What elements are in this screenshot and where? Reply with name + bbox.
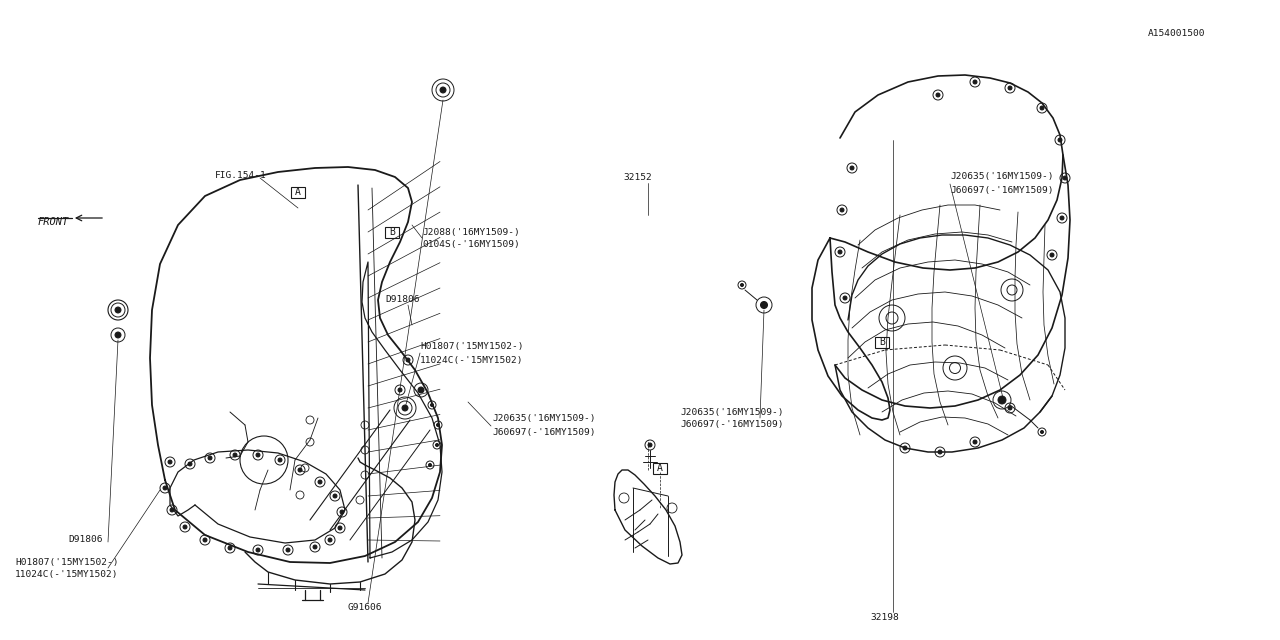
Circle shape: [1062, 176, 1068, 180]
Circle shape: [406, 358, 410, 362]
FancyBboxPatch shape: [876, 337, 890, 348]
Circle shape: [188, 462, 192, 466]
Circle shape: [840, 208, 844, 212]
Circle shape: [844, 296, 847, 300]
Text: H01807('15MY1502-): H01807('15MY1502-): [420, 342, 524, 351]
Text: FIG.154-1: FIG.154-1: [215, 170, 266, 179]
Text: J60697(-'16MY1509): J60697(-'16MY1509): [680, 420, 783, 429]
Text: FRONT: FRONT: [38, 217, 69, 227]
Text: J60697(-'16MY1509): J60697(-'16MY1509): [492, 428, 595, 436]
Circle shape: [317, 480, 323, 484]
Circle shape: [435, 444, 439, 447]
Text: G91606: G91606: [348, 604, 383, 612]
Circle shape: [115, 332, 122, 338]
Text: A: A: [657, 463, 663, 473]
Circle shape: [1041, 431, 1043, 433]
Text: A154001500: A154001500: [1148, 29, 1206, 38]
Text: J20635('16MY1509-): J20635('16MY1509-): [680, 408, 783, 417]
Circle shape: [1059, 138, 1062, 142]
Circle shape: [648, 443, 652, 447]
Circle shape: [298, 468, 302, 472]
Circle shape: [936, 93, 940, 97]
Text: D91806: D91806: [385, 296, 420, 305]
Circle shape: [115, 307, 122, 313]
Circle shape: [233, 453, 237, 457]
Circle shape: [973, 80, 977, 84]
Circle shape: [938, 450, 942, 454]
Circle shape: [998, 396, 1006, 404]
Text: J60697(-'16MY1509): J60697(-'16MY1509): [950, 186, 1053, 195]
Circle shape: [328, 538, 332, 542]
Circle shape: [207, 456, 212, 460]
Text: D91806: D91806: [68, 536, 102, 545]
Circle shape: [430, 403, 434, 406]
Circle shape: [1039, 106, 1044, 110]
Circle shape: [440, 87, 445, 93]
Circle shape: [333, 494, 337, 498]
Text: 11024C(-'15MY1502): 11024C(-'15MY1502): [420, 355, 524, 365]
Circle shape: [1009, 86, 1012, 90]
Circle shape: [168, 460, 172, 464]
Circle shape: [436, 424, 439, 426]
Circle shape: [285, 548, 291, 552]
Circle shape: [170, 508, 174, 512]
Circle shape: [183, 525, 187, 529]
Circle shape: [256, 453, 260, 457]
Text: 11024C(-'15MY1502): 11024C(-'15MY1502): [15, 570, 119, 579]
Text: B: B: [879, 337, 884, 347]
Circle shape: [314, 545, 317, 549]
Text: A: A: [296, 187, 301, 197]
Circle shape: [1009, 406, 1012, 410]
Circle shape: [741, 284, 744, 287]
Circle shape: [338, 526, 342, 530]
Circle shape: [1050, 253, 1053, 257]
Circle shape: [419, 387, 424, 393]
Circle shape: [973, 440, 977, 444]
Circle shape: [838, 250, 842, 254]
Circle shape: [340, 510, 344, 514]
Circle shape: [398, 388, 402, 392]
Circle shape: [402, 405, 408, 411]
Circle shape: [256, 548, 260, 552]
FancyBboxPatch shape: [653, 463, 667, 474]
Text: B: B: [389, 227, 396, 237]
Text: J20635('16MY1509-): J20635('16MY1509-): [950, 173, 1053, 182]
Text: J20635('16MY1509-): J20635('16MY1509-): [492, 415, 595, 424]
Circle shape: [429, 463, 431, 467]
Circle shape: [760, 301, 768, 308]
Circle shape: [1060, 216, 1064, 220]
Text: 32198: 32198: [870, 614, 899, 623]
FancyBboxPatch shape: [385, 227, 399, 237]
Text: J2088('16MY1509-): J2088('16MY1509-): [422, 227, 520, 237]
FancyBboxPatch shape: [291, 186, 305, 198]
Text: 0104S(-'16MY1509): 0104S(-'16MY1509): [422, 241, 520, 250]
Circle shape: [228, 546, 232, 550]
Circle shape: [850, 166, 854, 170]
Circle shape: [902, 446, 908, 450]
Text: H01807('15MY1502-): H01807('15MY1502-): [15, 557, 119, 566]
Circle shape: [163, 486, 166, 490]
Circle shape: [278, 458, 282, 462]
Circle shape: [204, 538, 207, 542]
Text: 32152: 32152: [623, 173, 652, 182]
